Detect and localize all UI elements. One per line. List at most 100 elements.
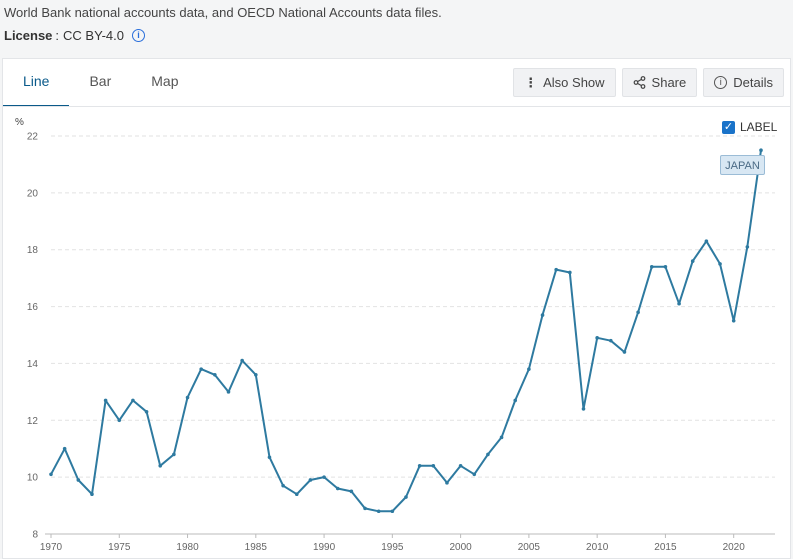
more-vertical-icon: ⋮ (524, 74, 538, 90)
share-icon (633, 76, 645, 89)
data-point[interactable] (540, 313, 545, 317)
source-text: World Bank national accounts data, and O… (4, 5, 442, 20)
data-point[interactable] (240, 358, 244, 363)
info-icon: i (714, 76, 728, 89)
data-point[interactable] (172, 452, 176, 457)
data-point[interactable] (226, 390, 231, 394)
data-point[interactable] (527, 367, 531, 371)
data-point[interactable] (158, 463, 163, 468)
details-label: Details (733, 75, 773, 90)
data-point[interactable] (731, 318, 736, 323)
series-label-japan: JAPAN (720, 155, 765, 175)
data-point[interactable] (281, 483, 285, 488)
chart-card: Line Bar Map ⋮ Also Show Share i Details (2, 58, 791, 559)
data-point[interactable] (663, 264, 668, 269)
data-point[interactable] (131, 398, 135, 403)
x-axis-ticks: 1970 1975 1980 1985 1990 1995 2000 2005 2010 2015… (40, 534, 745, 553)
license-label: License (4, 28, 53, 43)
series-line-japan[interactable] (50, 150, 762, 513)
data-point[interactable] (294, 492, 299, 497)
data-point[interactable] (609, 338, 613, 343)
data-point[interactable] (103, 398, 108, 403)
data-point[interactable] (404, 495, 408, 499)
y-tick-label: 12 (27, 416, 39, 427)
x-tick-label: 2020 (723, 542, 746, 553)
data-point[interactable] (677, 301, 681, 306)
data-point[interactable] (390, 509, 395, 514)
data-point[interactable] (636, 310, 640, 315)
data-point[interactable] (649, 264, 654, 269)
checkbox-checked-icon[interactable]: ✓ (722, 120, 735, 134)
series-points (49, 148, 763, 514)
y-tick-label: 8 (32, 530, 38, 541)
license-line: License : CC BY-4.0 i (4, 28, 145, 43)
also-show-label: Also Show (543, 75, 605, 90)
label-toggle[interactable]: ✓ LABEL (722, 120, 777, 134)
tab-divider (3, 106, 790, 107)
data-point[interactable] (445, 481, 449, 485)
data-point[interactable] (363, 506, 367, 511)
data-point[interactable] (499, 435, 504, 440)
data-point[interactable] (267, 455, 272, 460)
data-point[interactable] (431, 463, 436, 468)
y-tick-label: 14 (27, 359, 39, 370)
data-point[interactable] (376, 509, 381, 514)
chart-actions: ⋮ Also Show Share i Details (513, 68, 784, 97)
data-point[interactable] (308, 478, 313, 482)
x-tick-label: 2015 (654, 542, 677, 553)
x-tick-label: 2000 (449, 542, 472, 553)
share-button[interactable]: Share (621, 68, 698, 97)
data-point[interactable] (62, 446, 67, 451)
x-tick-label: 1980 (176, 542, 199, 553)
x-tick-label: 1970 (40, 542, 63, 553)
y-tick-label: 16 (27, 302, 39, 313)
data-point[interactable] (213, 373, 217, 377)
also-show-button[interactable]: ⋮ Also Show (513, 68, 616, 97)
y-axis-ticks: 8 10 12 14 16 18 20 22 (27, 132, 39, 541)
data-point[interactable] (704, 239, 709, 243)
y-tick-label: 20 (27, 188, 39, 199)
data-point[interactable] (568, 270, 572, 275)
data-point[interactable] (322, 475, 326, 479)
tab-bar[interactable]: Bar (89, 73, 112, 89)
data-point[interactable] (185, 395, 190, 400)
data-point[interactable] (718, 262, 722, 266)
data-point[interactable] (690, 259, 695, 263)
data-point[interactable] (335, 486, 340, 491)
data-point[interactable] (254, 373, 258, 377)
data-point[interactable] (417, 463, 422, 468)
data-point[interactable] (581, 407, 586, 411)
x-tick-label: 2005 (518, 542, 541, 553)
data-point[interactable] (622, 350, 627, 354)
license-value: CC BY-4.0 (63, 28, 124, 43)
license-separator: : (55, 28, 60, 43)
data-point[interactable] (759, 148, 763, 153)
x-tick-label: 1995 (381, 542, 404, 553)
x-tick-label: 1990 (313, 542, 336, 553)
grid-lines (51, 135, 775, 478)
data-point[interactable] (513, 398, 518, 403)
data-point[interactable] (458, 463, 463, 468)
data-point[interactable] (144, 409, 149, 414)
y-axis-unit: % (15, 117, 24, 128)
share-label: Share (651, 75, 687, 90)
x-tick-label: 1975 (108, 542, 131, 553)
data-point[interactable] (49, 472, 53, 477)
data-point[interactable] (472, 472, 477, 477)
data-point[interactable] (76, 478, 81, 482)
y-tick-label: 10 (27, 473, 39, 484)
info-icon[interactable]: i (131, 29, 145, 42)
x-tick-label: 2010 (586, 542, 609, 553)
data-point[interactable] (745, 245, 750, 249)
data-point[interactable] (90, 492, 94, 497)
data-point[interactable] (486, 452, 490, 457)
tab-map[interactable]: Map (151, 73, 179, 89)
details-button[interactable]: i Details (703, 68, 784, 97)
x-tick-label: 1985 (245, 542, 268, 553)
data-point[interactable] (554, 267, 558, 272)
data-point[interactable] (595, 336, 599, 340)
data-point[interactable] (349, 489, 354, 494)
data-point[interactable] (117, 418, 122, 423)
data-point[interactable] (199, 367, 203, 371)
